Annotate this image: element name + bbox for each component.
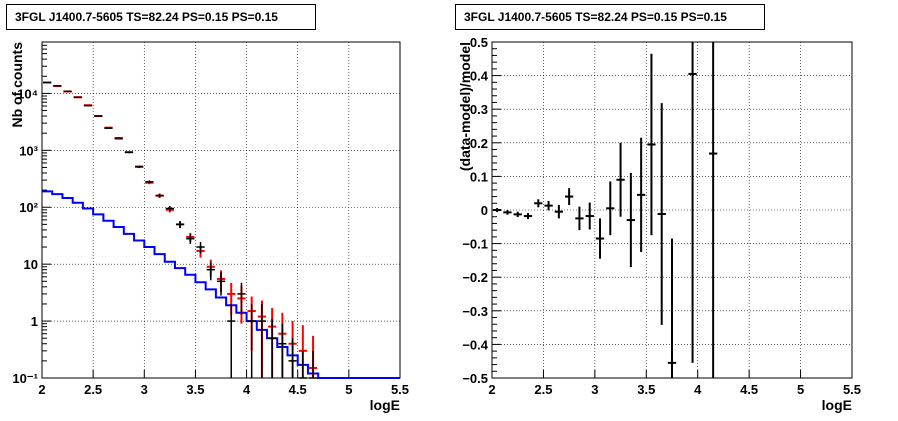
x-tick-label: 3.5 [186, 382, 204, 397]
x-tick-label: 2.5 [534, 382, 552, 397]
chart-title-right: 3FGL J1400.7-5605 TS=82.24 PS=0.15 PS=0.… [455, 4, 765, 30]
x-tick-label: 4.5 [740, 382, 758, 397]
y-tick-label: −0.3 [462, 304, 488, 319]
model-step-line [42, 190, 400, 379]
x-tick-label: 5 [797, 382, 804, 397]
y-tick-label: −0.2 [462, 270, 488, 285]
x-tick-label: 4 [694, 382, 702, 397]
y-tick-label: 0 [481, 203, 488, 218]
y-tick-label: 0.4 [470, 69, 489, 84]
y-tick-label: 10⁻¹ [12, 371, 38, 386]
y-tick-label: 10 [24, 257, 38, 272]
y-axis-title: (data-model)/model [457, 42, 473, 171]
x-tick-label: 2.5 [84, 382, 102, 397]
x-axis-title: logE [822, 397, 852, 413]
y-tick-label: 0.1 [470, 169, 488, 184]
y-tick-label: −0.5 [462, 371, 488, 386]
x-tick-label: 5.5 [843, 382, 861, 397]
y-tick-label: 0.5 [470, 35, 488, 50]
x-axis-title: logE [370, 397, 400, 413]
counts-plot: 2 2.5 3 3.5 4 4.5 5 5.5 10⁻¹ 1 10 10² 10³ 10⁴ logE Nb o… [9, 41, 409, 413]
y-tick-label: 10⁴ [17, 86, 38, 101]
x-tick-label: 4 [243, 382, 251, 397]
residuals-plot: 2 2.5 3 3.5 4 4.5 5 5.5 −0.5 −0.4 −0.3 −0.2 −0.1 0 0.1… [457, 35, 861, 413]
y-tick-label: −0.4 [462, 337, 488, 352]
y-tick-label: 10³ [19, 143, 38, 158]
x-tick-label: 3.5 [637, 382, 655, 397]
x-tick-label: 3 [591, 382, 598, 397]
y-tick-label: 0.2 [470, 136, 488, 151]
y-tick-label: −0.1 [462, 237, 488, 252]
x-tick-label: 5.5 [391, 382, 409, 397]
plot-frame [41, 41, 401, 379]
y-tick-label: 1 [31, 314, 38, 329]
x-tick-label: 5 [345, 382, 352, 397]
y-axis-title: Nb of counts [9, 42, 25, 128]
chart-title-left: 3FGL J1400.7-5605 TS=82.24 PS=0.15 PS=0.… [6, 4, 316, 30]
x-tick-label: 2 [488, 382, 495, 397]
y-tick-label: 10² [19, 200, 38, 215]
x-tick-label: 2 [38, 382, 45, 397]
y-tick-label: 0.3 [470, 102, 488, 117]
x-tick-label: 3 [141, 382, 148, 397]
x-tick-label: 4.5 [289, 382, 307, 397]
